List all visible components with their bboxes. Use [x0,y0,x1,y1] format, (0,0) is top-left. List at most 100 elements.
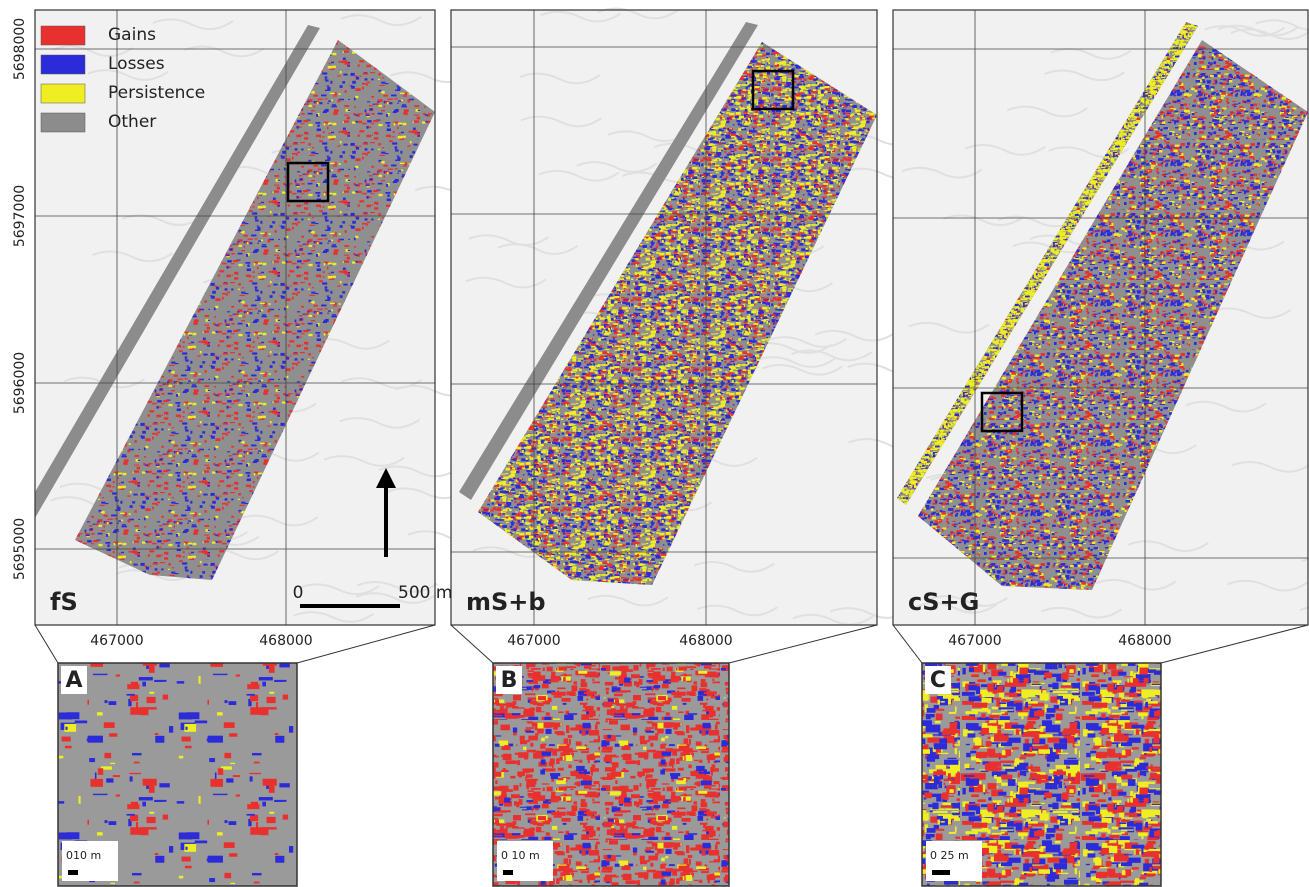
inset-label: C [930,668,946,693]
panel-label: cS+G [908,588,979,616]
hillshade [1041,606,1123,619]
hillshade [915,602,997,614]
hillshade [1217,24,1299,37]
connector [450,624,494,664]
legend-label: Persistence [108,83,205,103]
hillshade [293,611,375,623]
x-axis-label: 468000 [679,633,732,649]
hillshade [378,465,460,478]
hillshade [908,321,990,334]
x-axis-label: 468000 [1118,633,1171,649]
hillshade [964,144,1046,156]
scale-end: 500 m [398,583,452,603]
hillshade [298,583,380,596]
hillshade [184,45,266,58]
hillshade [1006,105,1088,118]
zoom-box [980,391,1024,433]
legend-swatch [40,54,86,75]
inset-label: A [65,668,82,693]
hillshade [51,45,133,57]
hillshade [355,592,437,604]
legend-swatch [40,25,86,46]
hillshade [356,581,438,593]
inset-label-box [61,666,87,694]
panel-frame [892,9,1309,626]
legend-swatch [40,112,86,133]
x-axis-label: 468000 [259,633,312,649]
hillshade [766,336,847,348]
y-axis-label: 5696000 [12,352,28,414]
panel-frame [450,9,878,626]
scale-start: 0 [293,583,304,603]
hillshade [323,455,405,467]
hillshade [1095,578,1177,591]
x-axis-label: 467000 [507,633,560,649]
legend-label: Gains [108,25,156,45]
inset-frame [921,662,1162,887]
hillshade [576,161,658,173]
legend-label: Losses [108,54,165,74]
inset-label: B [501,668,518,693]
y-axis-label: 5698000 [12,18,28,80]
hillshade [152,18,234,31]
strip-overlay [918,40,1308,590]
inset-scale-label: 0 10 m [501,849,540,862]
connector [34,624,59,664]
x-axis-label: 467000 [90,633,143,649]
hillshade [901,166,983,179]
panel-label: mS+b [466,588,546,616]
hillshade [761,364,843,376]
hillshade [587,594,669,607]
hillshade [538,169,620,182]
inset-scale-bar [932,870,950,875]
hillshade [116,569,198,581]
hillshade [942,214,1024,227]
panel-frame [34,9,436,626]
hillshade [339,417,421,429]
hillshade [1231,461,1309,473]
y-axis-label: 5695000 [12,518,28,580]
panel-label: fS [50,588,78,616]
legend-label: Other [108,112,156,132]
hillshade [597,7,679,20]
strip-overlay [75,40,435,580]
hillshade [92,250,174,263]
hillshade [1204,25,1286,37]
hillshade [540,10,622,23]
hillshade [87,69,169,81]
hillshade [814,329,896,342]
hillshade [1044,69,1125,82]
hillshade [520,115,602,128]
hillshade [1255,19,1309,31]
inset-scale-bar [503,870,513,875]
inset-label-box [496,666,522,694]
hillshade [792,613,874,626]
hillshade [927,595,1009,607]
hillshade [519,72,601,85]
legend-swatch [40,83,86,104]
zoom-box [286,161,330,203]
hillshade [1227,579,1309,592]
inset-frame [492,662,730,887]
x-axis-label: 467000 [948,633,1001,649]
hillshade [497,243,579,255]
inset-frame [57,662,298,887]
strip [35,25,320,518]
inset-label-box [925,666,951,694]
inset-scale-label: 010 m [66,849,101,862]
connector [728,624,878,664]
hillshade [696,604,778,617]
hillshade [1185,400,1267,413]
strip-overlay [478,42,877,585]
strip-overlay [897,22,1198,505]
north-arrow-head [376,468,396,488]
y-axis-label: 5697000 [12,185,28,247]
hillshade [791,349,873,362]
hillshade [1050,48,1132,60]
hillshade [468,234,550,246]
hillshade [1210,307,1292,319]
hillshade [340,14,422,26]
connector [296,624,436,664]
connector [1160,624,1309,664]
